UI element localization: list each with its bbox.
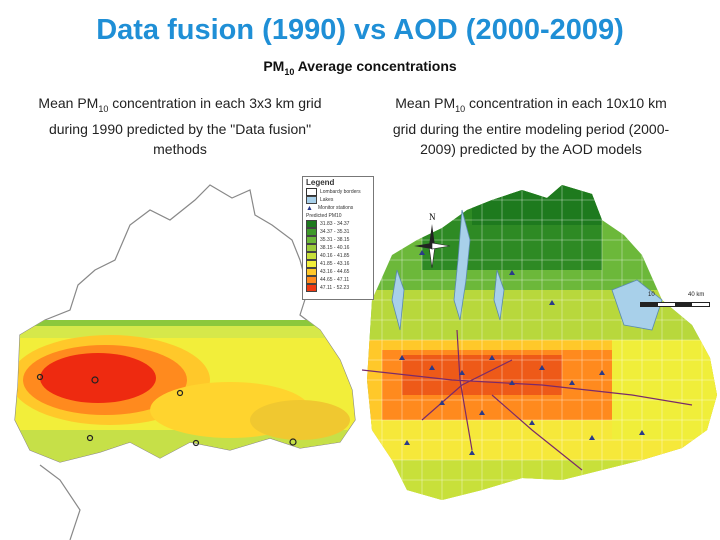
subtitle-sub: 10	[284, 66, 295, 77]
legend-item-stations-label: Monitor stations	[318, 205, 354, 211]
legend-item-borders: Lombardy borders	[303, 188, 373, 196]
legend-class-label: 44.65 - 47.11	[320, 277, 350, 283]
legend-class-row: 41.85 - 43.16	[303, 260, 373, 268]
legend-item-borders-label: Lombardy borders	[320, 189, 361, 195]
right-map-stations	[399, 250, 645, 455]
left-caption-post: concentration in each 3x3 km grid during…	[48, 95, 322, 157]
legend-item-lakes: Lakes	[303, 196, 373, 204]
right-caption-sub: 10	[455, 103, 466, 114]
legend-class-row: 44.65 - 47.11	[303, 276, 373, 284]
legend-class-row: 34.37 - 35.31	[303, 228, 373, 236]
legend-class-row: 35.31 - 38.15	[303, 236, 373, 244]
left-caption-pre: Mean PM	[38, 95, 99, 111]
left-map-caption: Mean PM10 concentration in each 3x3 km g…	[30, 93, 330, 159]
legend-class-label: 40.16 - 41.85	[320, 253, 350, 259]
legend-class-label: 43.16 - 44.65	[320, 269, 350, 275]
right-caption-pre: Mean PM	[395, 95, 456, 111]
scale-bar: 10 40 km	[640, 292, 710, 312]
legend-class-swatch	[306, 244, 317, 252]
legend-class-swatch	[306, 228, 317, 236]
legend-class-swatch	[306, 276, 317, 284]
legend-class-row: 31.83 - 34.37	[303, 220, 373, 228]
borders-swatch	[306, 188, 317, 196]
north-arrow-icon: N	[414, 212, 451, 269]
page-title: Data fusion (1990) vs AOD (2000-2009)	[96, 14, 624, 46]
legend-class-row: 38.15 - 40.16	[303, 244, 373, 252]
legend-class-swatch	[306, 268, 317, 276]
legend-class-swatch	[306, 260, 317, 268]
scale-right-label: 40 km	[688, 292, 705, 298]
right-map-roads	[362, 329, 693, 471]
legend-class-swatch	[306, 236, 317, 244]
left-map-cities	[36, 373, 297, 447]
aod-map	[362, 185, 717, 500]
legend-class-label: 34.37 - 35.31	[320, 229, 350, 235]
legend-item-stations: ▲ Monitor stations	[303, 204, 373, 212]
page-subtitle: PM10 Average concentrations	[0, 58, 720, 77]
right-caption-post: concentration in each 10x10 km grid duri…	[392, 95, 670, 157]
left-map-fill	[15, 320, 355, 462]
legend-class-swatch	[306, 220, 317, 228]
legend-class-swatch	[306, 284, 317, 292]
legend-class-row: 40.16 - 41.85	[303, 252, 373, 260]
right-map-caption: Mean PM10 concentration in each 10x10 km…	[392, 93, 670, 159]
legend-classes: 31.83 - 34.37 34.37 - 35.31 35.31 - 38.15 3…	[303, 220, 373, 292]
map-legend: Legend Lombardy borders Lakes ▲ Monitor s…	[302, 176, 374, 300]
legend-class-label: 31.83 - 34.37	[320, 221, 350, 227]
lakes-swatch	[306, 196, 317, 204]
legend-class-label: 41.85 - 43.16	[320, 261, 350, 267]
legend-class-label: 35.31 - 38.15	[320, 237, 350, 243]
left-caption-sub: 10	[98, 103, 109, 114]
scale-bar-graphic	[640, 302, 710, 307]
subtitle-pm: PM	[263, 58, 285, 74]
legend-predicted-label: Predicted PM10	[306, 213, 342, 219]
legend-class-label: 38.15 - 40.16	[320, 245, 350, 251]
legend-class-row: 47.11 - 52.23	[303, 284, 373, 292]
data-fusion-map	[14, 184, 356, 540]
legend-class-label: 47.11 - 52.23	[320, 285, 350, 291]
legend-item-lakes-label: Lakes	[320, 197, 334, 203]
subtitle-rest: Average concentrations	[294, 58, 457, 74]
scale-left-label: 10	[648, 292, 655, 298]
legend-class-row: 43.16 - 44.65	[303, 268, 373, 276]
station-triangle-icon: ▲	[306, 204, 313, 212]
right-map-lakes	[391, 209, 663, 331]
compass-label: N	[429, 212, 436, 222]
legend-title: Legend	[306, 178, 335, 187]
legend-class-swatch	[306, 252, 317, 260]
